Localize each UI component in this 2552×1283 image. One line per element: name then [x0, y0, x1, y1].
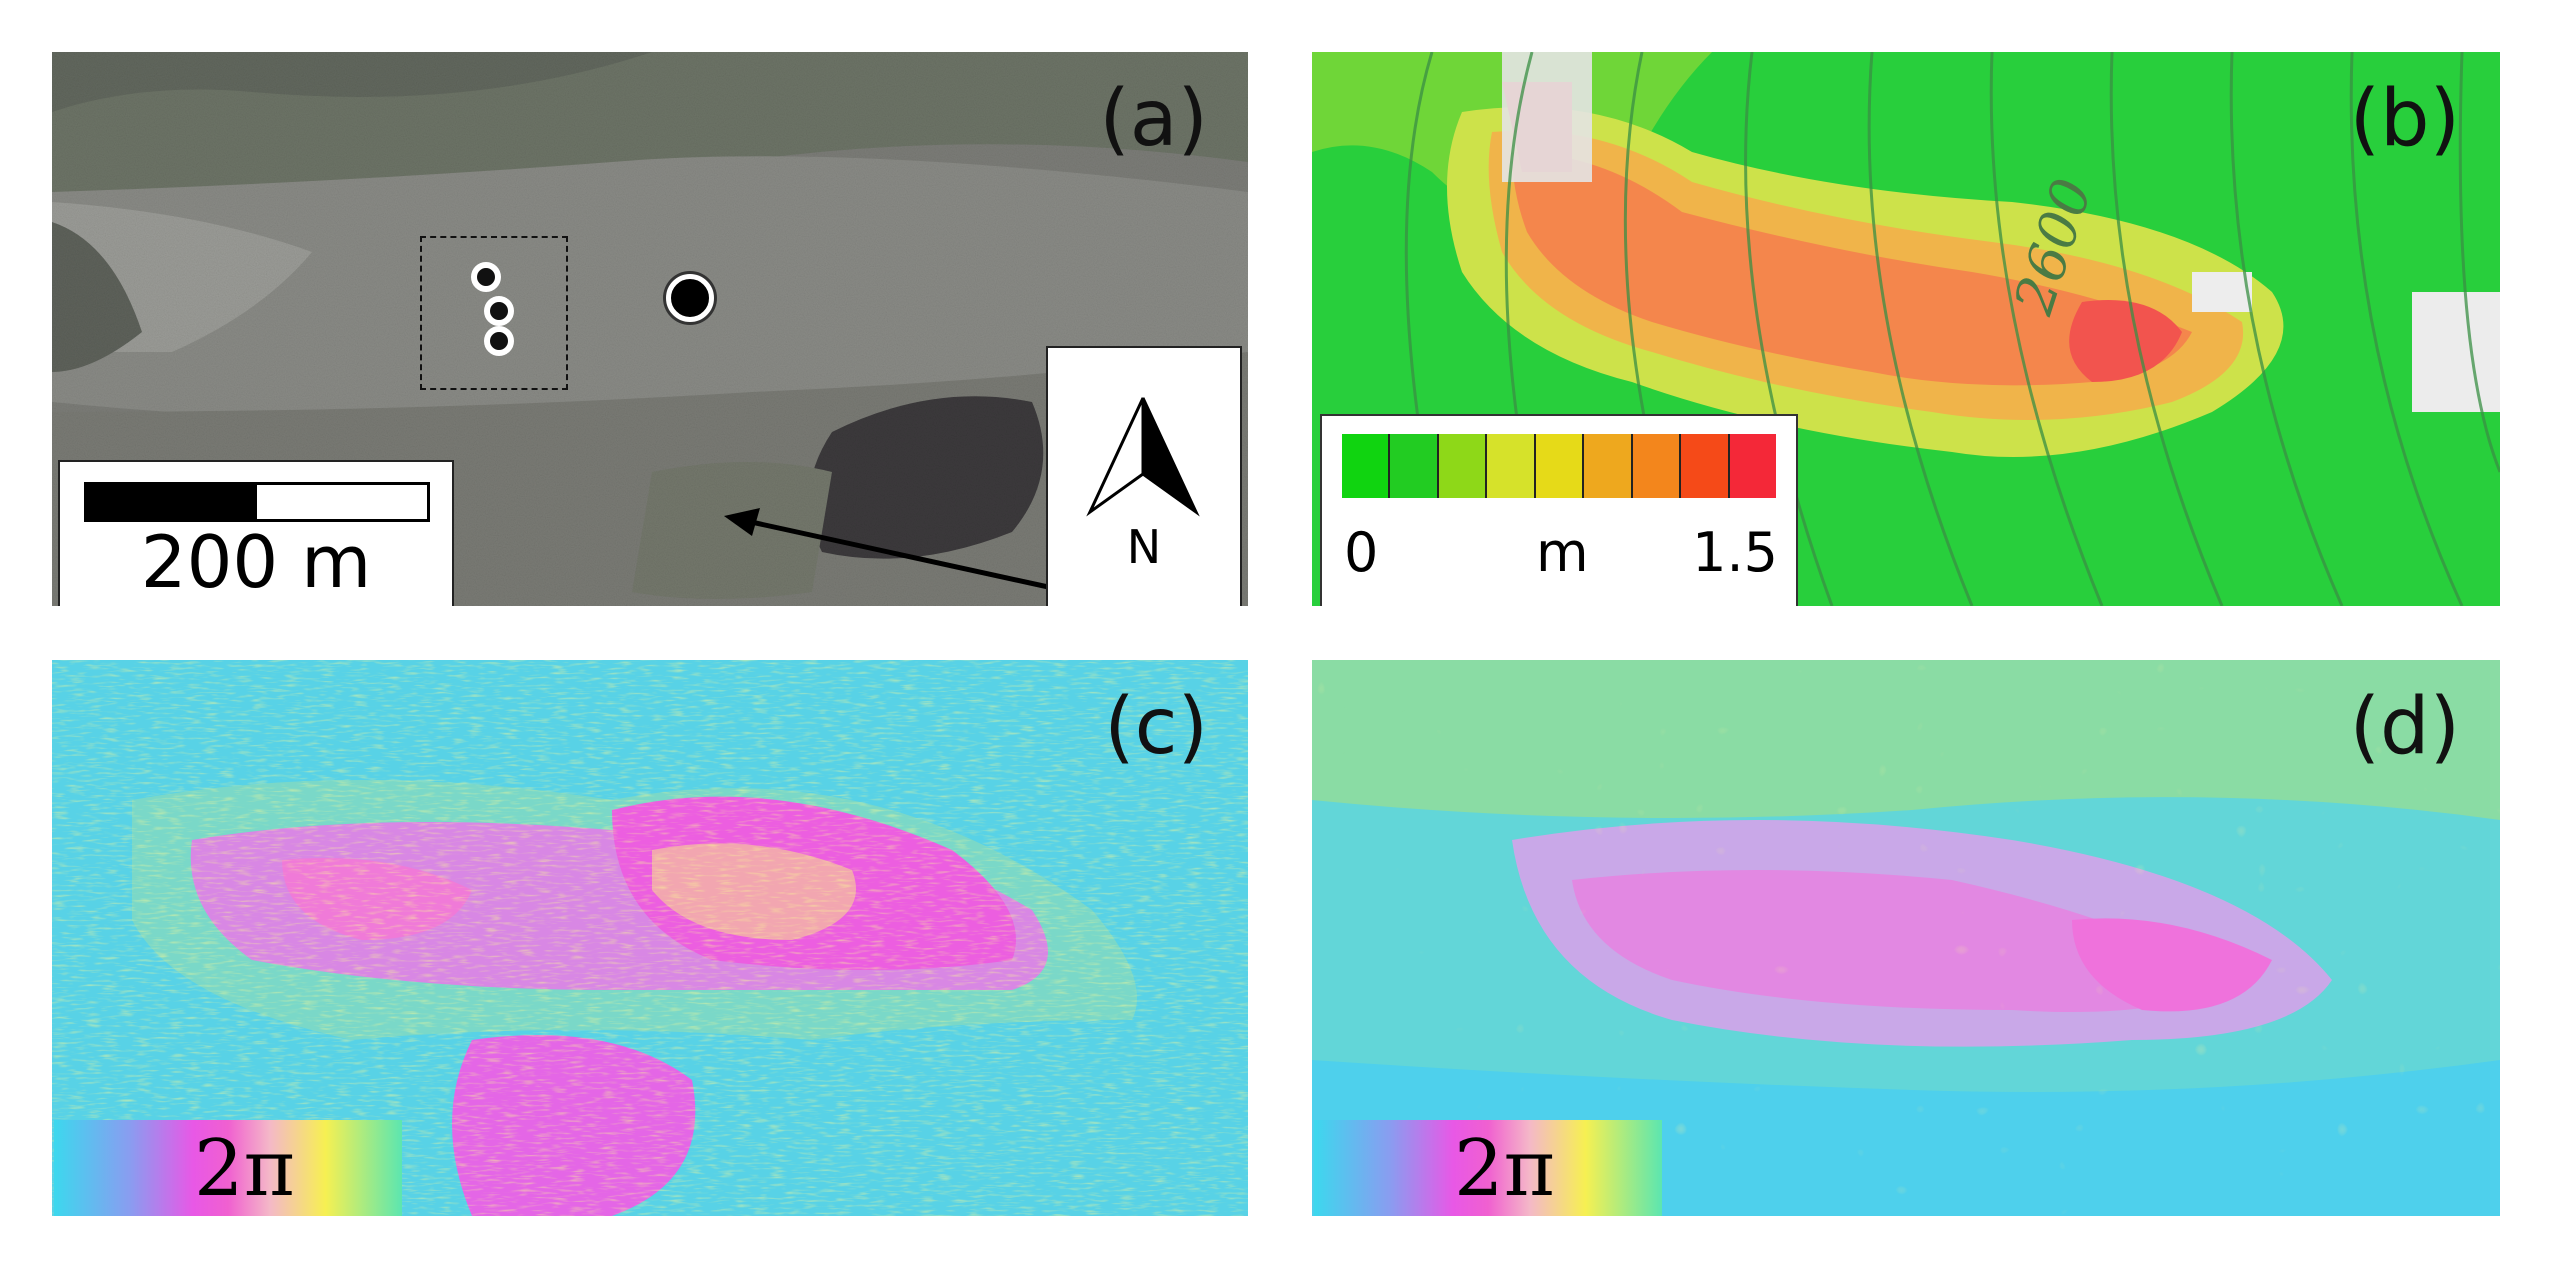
- displacement-map-image: [1312, 52, 2500, 606]
- panel-label-a: (a): [1099, 74, 1208, 164]
- displacement-legend: 0 m 1.5: [1320, 414, 1798, 606]
- panel-c-interferogram: (c) 2π: [52, 660, 1248, 1216]
- legend-color-step: [1681, 434, 1730, 498]
- legend-min: 0: [1344, 521, 1379, 584]
- marker-point: [484, 326, 514, 356]
- scale-bar: [84, 482, 430, 522]
- scale-bar-text: 200 m: [140, 520, 372, 604]
- north-arrow-icon: [1086, 397, 1200, 517]
- legend-color-bar: [1342, 434, 1776, 498]
- legend-color-step: [1438, 434, 1488, 498]
- direction-arrow: [724, 508, 1063, 593]
- panel-label-b: (b): [2349, 74, 2460, 164]
- legend-color-step: [1729, 434, 1776, 498]
- marker-point: [471, 262, 501, 292]
- north-label: N: [1126, 520, 1162, 574]
- study-area-box: [420, 236, 568, 390]
- panel-label-d: (d): [2349, 682, 2460, 772]
- panel-label-c: (c): [1104, 682, 1208, 772]
- aerial-photo: [52, 52, 1248, 606]
- panel-a-aerial-image: (a) 200 m N: [52, 52, 1248, 606]
- legend-color-step: [1342, 434, 1391, 498]
- panel-b-displacement-map: 2600 (b) 0 m 1.5: [1312, 52, 2500, 606]
- marker-point: [484, 296, 514, 326]
- phase-cycle-label: 2π: [194, 1124, 295, 1214]
- legend-unit: m: [1536, 521, 1589, 584]
- panel-d-interferogram: (d) 2π: [1312, 660, 2500, 1216]
- phase-cycle-label: 2π: [1454, 1124, 1555, 1214]
- legend-color-step: [1535, 434, 1585, 498]
- legend-color-step: [1584, 434, 1633, 498]
- scale-bar-box: 200 m: [58, 460, 454, 606]
- legend-color-step: [1390, 434, 1439, 498]
- phase-cycle-legend: 2π: [1314, 1120, 1662, 1216]
- reflector-marker: [666, 274, 714, 322]
- legend-color-step: [1487, 434, 1536, 498]
- north-arrow-box: N: [1046, 346, 1242, 606]
- phase-cycle-legend: 2π: [54, 1120, 402, 1216]
- legend-max: 1.5: [1692, 521, 1778, 584]
- legend-color-step: [1632, 434, 1682, 498]
